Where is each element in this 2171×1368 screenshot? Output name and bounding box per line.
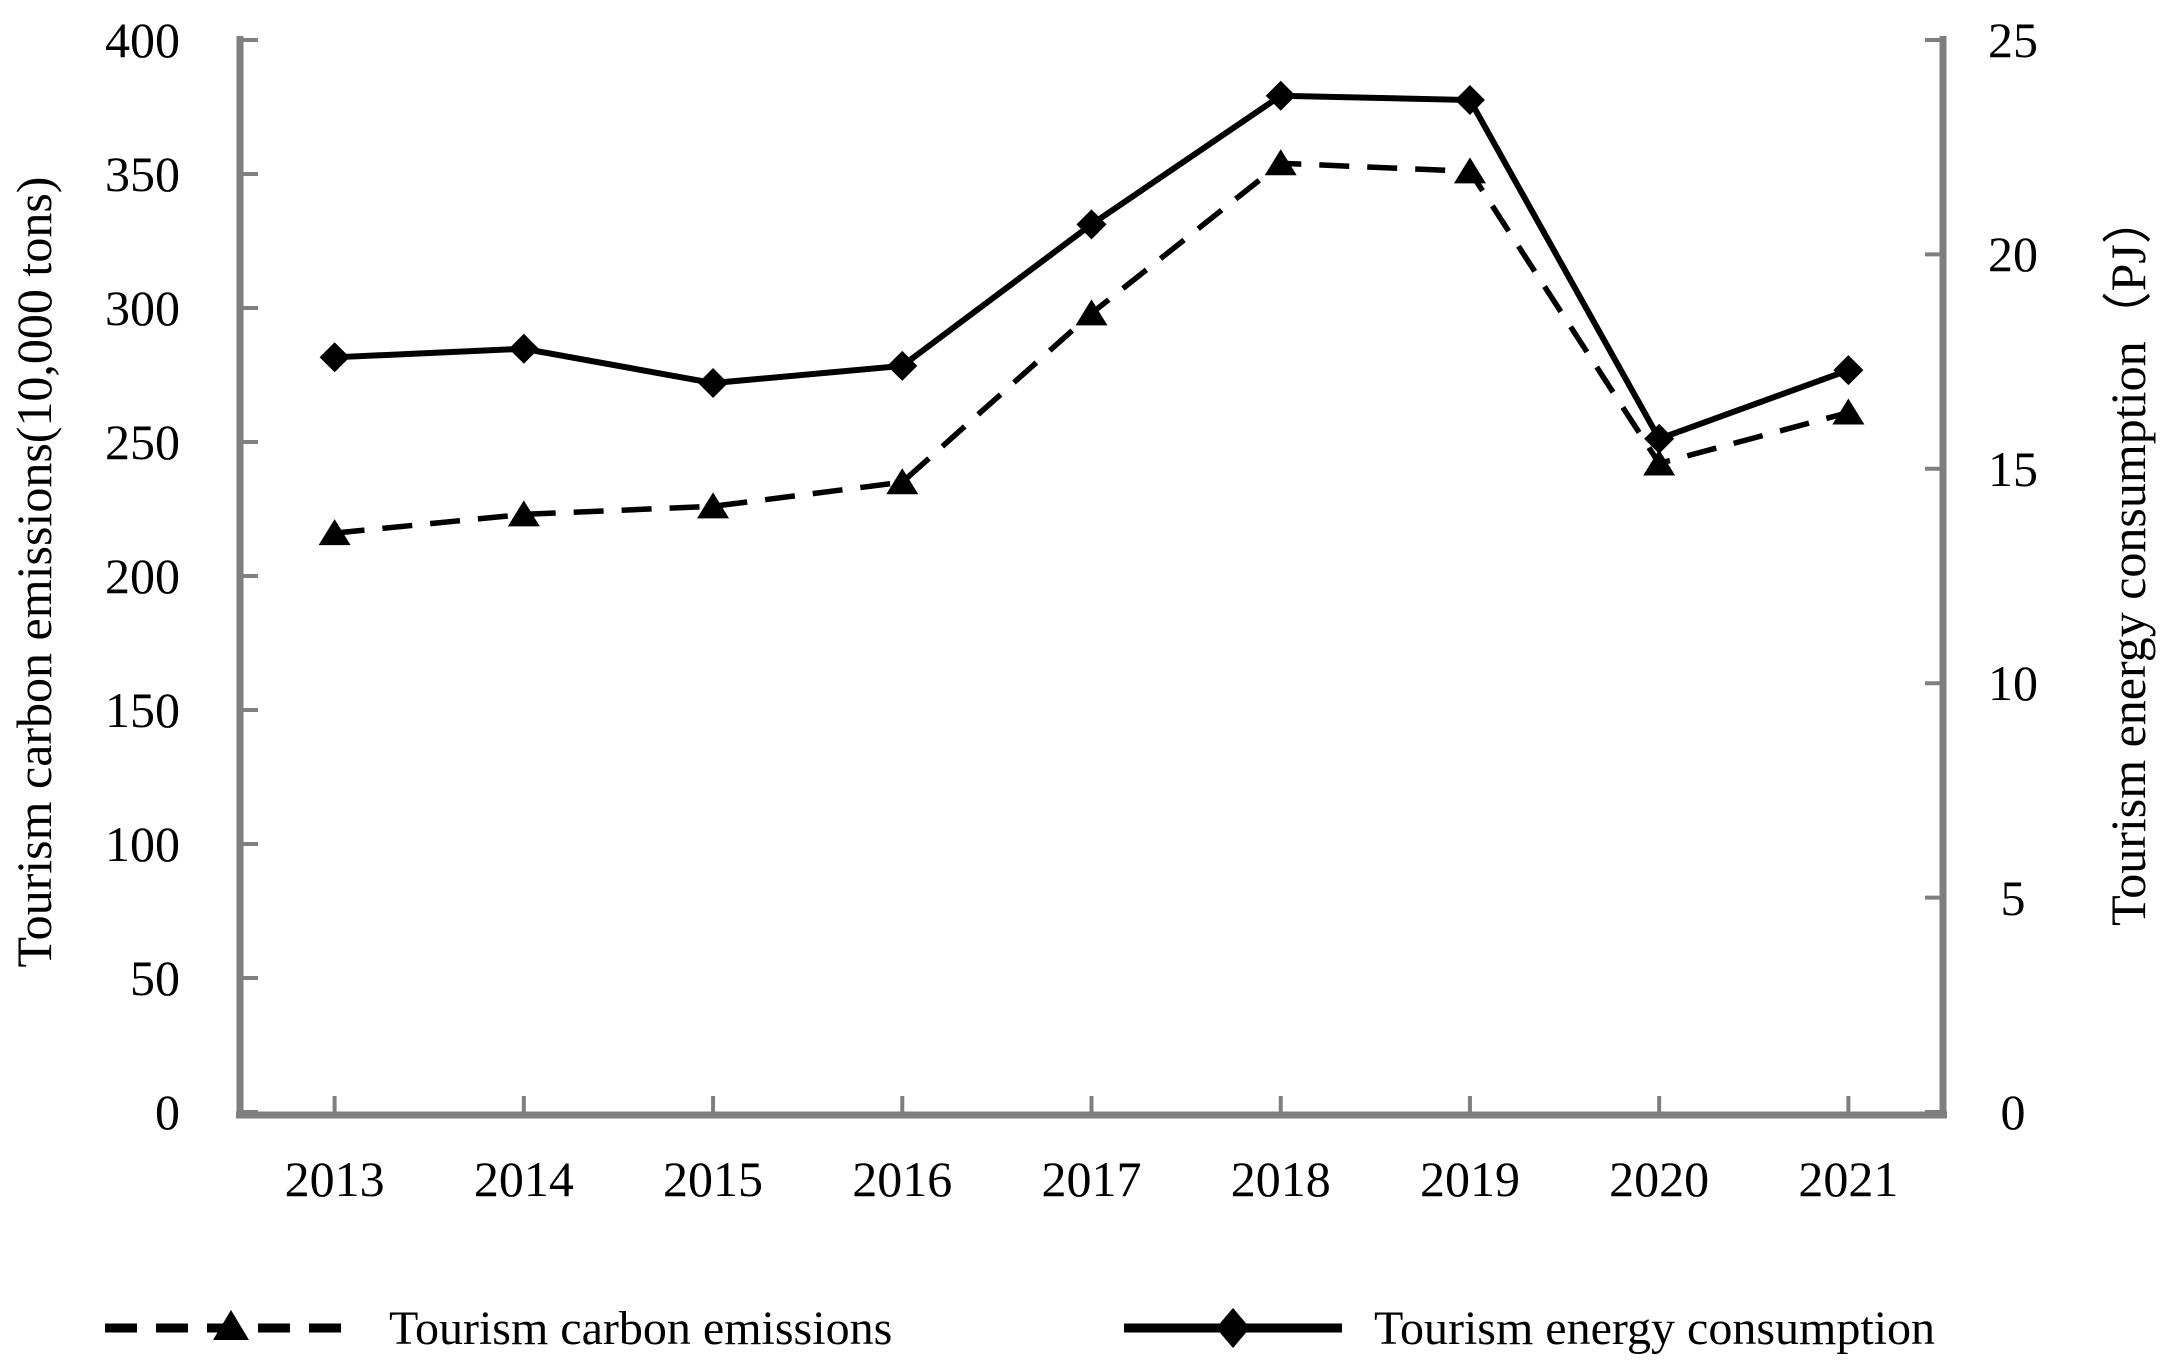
data-point-triangle <box>697 492 730 519</box>
x-axis-label: 2019 <box>1419 1151 1520 1207</box>
right-axis-tick-label: 5 <box>2000 869 2026 926</box>
left-axis-tick-label: 50 <box>130 950 180 1006</box>
data-point-triangle <box>886 468 919 495</box>
data-point-diamond <box>319 342 350 373</box>
right-axis-tick-label: 20 <box>1988 226 2038 283</box>
data-point-diamond <box>1265 80 1296 111</box>
legend-sample-solid-diamond-icon <box>1124 1308 1342 1348</box>
x-axis-label: 2015 <box>663 1151 764 1207</box>
data-point-diamond <box>1076 209 1107 240</box>
legend-item-carbon-emissions: Tourism carbon emissions <box>103 1296 892 1360</box>
x-axis-label: 2016 <box>852 1151 953 1207</box>
legend-item-energy-consumption: Tourism energy consumption <box>1122 1296 1935 1360</box>
right-axis-tick-label: 25 <box>1988 12 2038 68</box>
left-axis-tick-label: 100 <box>105 816 180 872</box>
x-axis-label: 2013 <box>284 1151 385 1207</box>
x-axis-label: 2021 <box>1798 1151 1899 1207</box>
x-axis-label: 2014 <box>473 1151 574 1207</box>
x-axis-label: 2017 <box>1041 1151 1142 1207</box>
data-point-diamond <box>887 350 918 381</box>
left-axis-tick-label: 300 <box>105 280 180 336</box>
data-point-triangle <box>507 500 540 527</box>
data-point-triangle <box>1453 157 1486 184</box>
legend-label-carbon-emissions: Tourism carbon emissions <box>389 1301 893 1355</box>
data-point-diamond <box>1833 355 1864 386</box>
legend-sample-dashed-triangle-icon <box>105 1310 357 1340</box>
left-axis-tick-label: 400 <box>105 12 180 68</box>
series-line-diamond <box>334 92 1850 443</box>
left-axis-tick-label: 350 <box>105 146 180 202</box>
data-point-diamond <box>1454 85 1485 116</box>
x-axis-label: 2018 <box>1230 1151 1331 1207</box>
data-point-diamond <box>698 368 729 399</box>
legend-label-energy-consumption: Tourism energy consumption <box>1374 1301 1936 1355</box>
right-axis-title: Tourism energy consumption（PJ） <box>2100 194 2156 926</box>
data-point-triangle <box>1264 149 1297 176</box>
left-axis-tick-label: 200 <box>105 548 180 604</box>
data-point-triangle <box>1075 299 1108 326</box>
data-point-triangle <box>318 519 351 546</box>
data-point-triangle <box>1832 398 1865 425</box>
left-axis-tick-label: 150 <box>105 682 180 738</box>
data-point-diamond <box>508 333 539 364</box>
x-axis-label: 2020 <box>1609 1151 1710 1207</box>
left-axis-tick-label: 0 <box>155 1084 180 1140</box>
data-point-diamond <box>1644 423 1675 454</box>
left-axis-tick-label: 250 <box>105 414 180 470</box>
right-axis-tick-label: 10 <box>1988 655 2038 712</box>
right-axis-tick-label: 0 <box>2000 1084 2026 1140</box>
right-axis-tick-label: 15 <box>1988 440 2038 497</box>
data-point-triangle <box>1643 449 1676 476</box>
